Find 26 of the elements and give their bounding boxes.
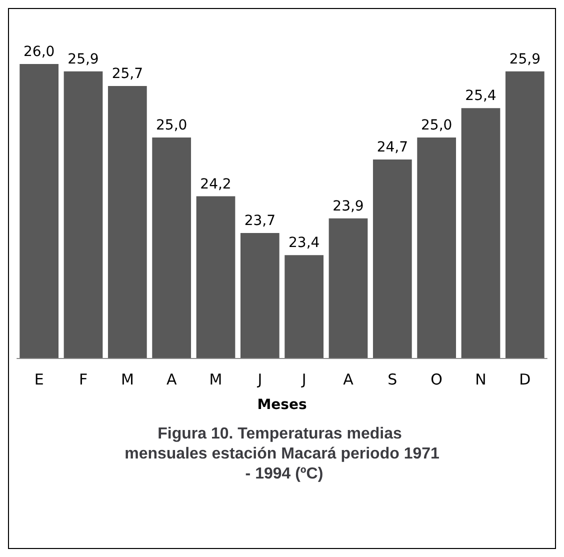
data-label: 25,7 <box>112 66 144 82</box>
x-tick-label: O <box>430 370 442 388</box>
x-tick-label: S <box>388 370 398 388</box>
data-label: 24,7 <box>376 140 408 156</box>
x-tick-label: M <box>209 370 222 388</box>
data-label: 25,9 <box>509 51 541 68</box>
text: Figura 10. Temperaturas medias mensuales estación Macará periodo 1971 - 1994 (ºC) <box>124 426 440 482</box>
x-tick-label: E <box>34 370 44 388</box>
x-tick-label: N <box>475 370 486 388</box>
data-label: 25,0 <box>156 118 188 134</box>
data-label: 23,7 <box>244 213 276 230</box>
data-label: 26,0 <box>23 44 55 60</box>
x-tick-label: A <box>343 370 354 388</box>
data-label: 25,4 <box>465 88 496 104</box>
data-label: 23,9 <box>332 198 364 214</box>
data-label: 23,4 <box>288 235 320 252</box>
x-tick-label: D <box>519 370 531 388</box>
data-label: 25,9 <box>68 51 99 68</box>
x-tick-label: F <box>78 370 88 388</box>
x-tick-label: A <box>166 370 178 388</box>
x-tick-label: M <box>120 370 134 388</box>
data-label: 25,0 <box>420 118 452 134</box>
x-tick-label: J <box>300 370 306 388</box>
data-label: 24,2 <box>200 176 232 192</box>
x-axis-title: Meses <box>257 397 307 413</box>
x-tick-label: J <box>256 370 262 388</box>
